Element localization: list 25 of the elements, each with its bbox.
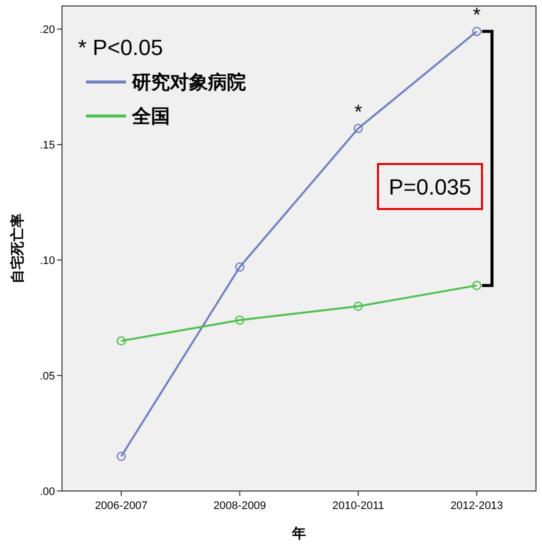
x-tick-label: 2006-2007	[94, 500, 148, 512]
point	[235, 262, 244, 272]
x-axis-title: 年	[291, 525, 306, 541]
annotation: P=0.035	[388, 174, 472, 200]
x-tick-label: 2008-2009	[213, 500, 266, 512]
annotation: * P<0.05	[78, 35, 164, 60]
y-tick-label: .00	[40, 486, 55, 498]
point	[354, 302, 363, 311]
y-axis-title: 自宅死亡率	[9, 214, 25, 284]
point	[235, 315, 244, 325]
legend-label: 全国	[131, 106, 170, 128]
legend-label: 研究对象病院	[131, 72, 246, 94]
y-tick-label: .05	[40, 370, 55, 382]
y-tick-label: .10	[40, 254, 55, 267]
point	[116, 452, 126, 462]
point	[472, 26, 482, 36]
x-tick-label: 2012-2013	[450, 500, 504, 512]
y-tick-label: .20	[40, 24, 55, 36]
x-tick-label: 2010-2011	[332, 500, 384, 512]
point	[354, 124, 363, 134]
point	[116, 336, 126, 346]
y-tick-label: .15	[40, 139, 55, 152]
annotation: *	[472, 4, 481, 26]
annotation: *	[354, 101, 362, 124]
point	[472, 280, 482, 290]
